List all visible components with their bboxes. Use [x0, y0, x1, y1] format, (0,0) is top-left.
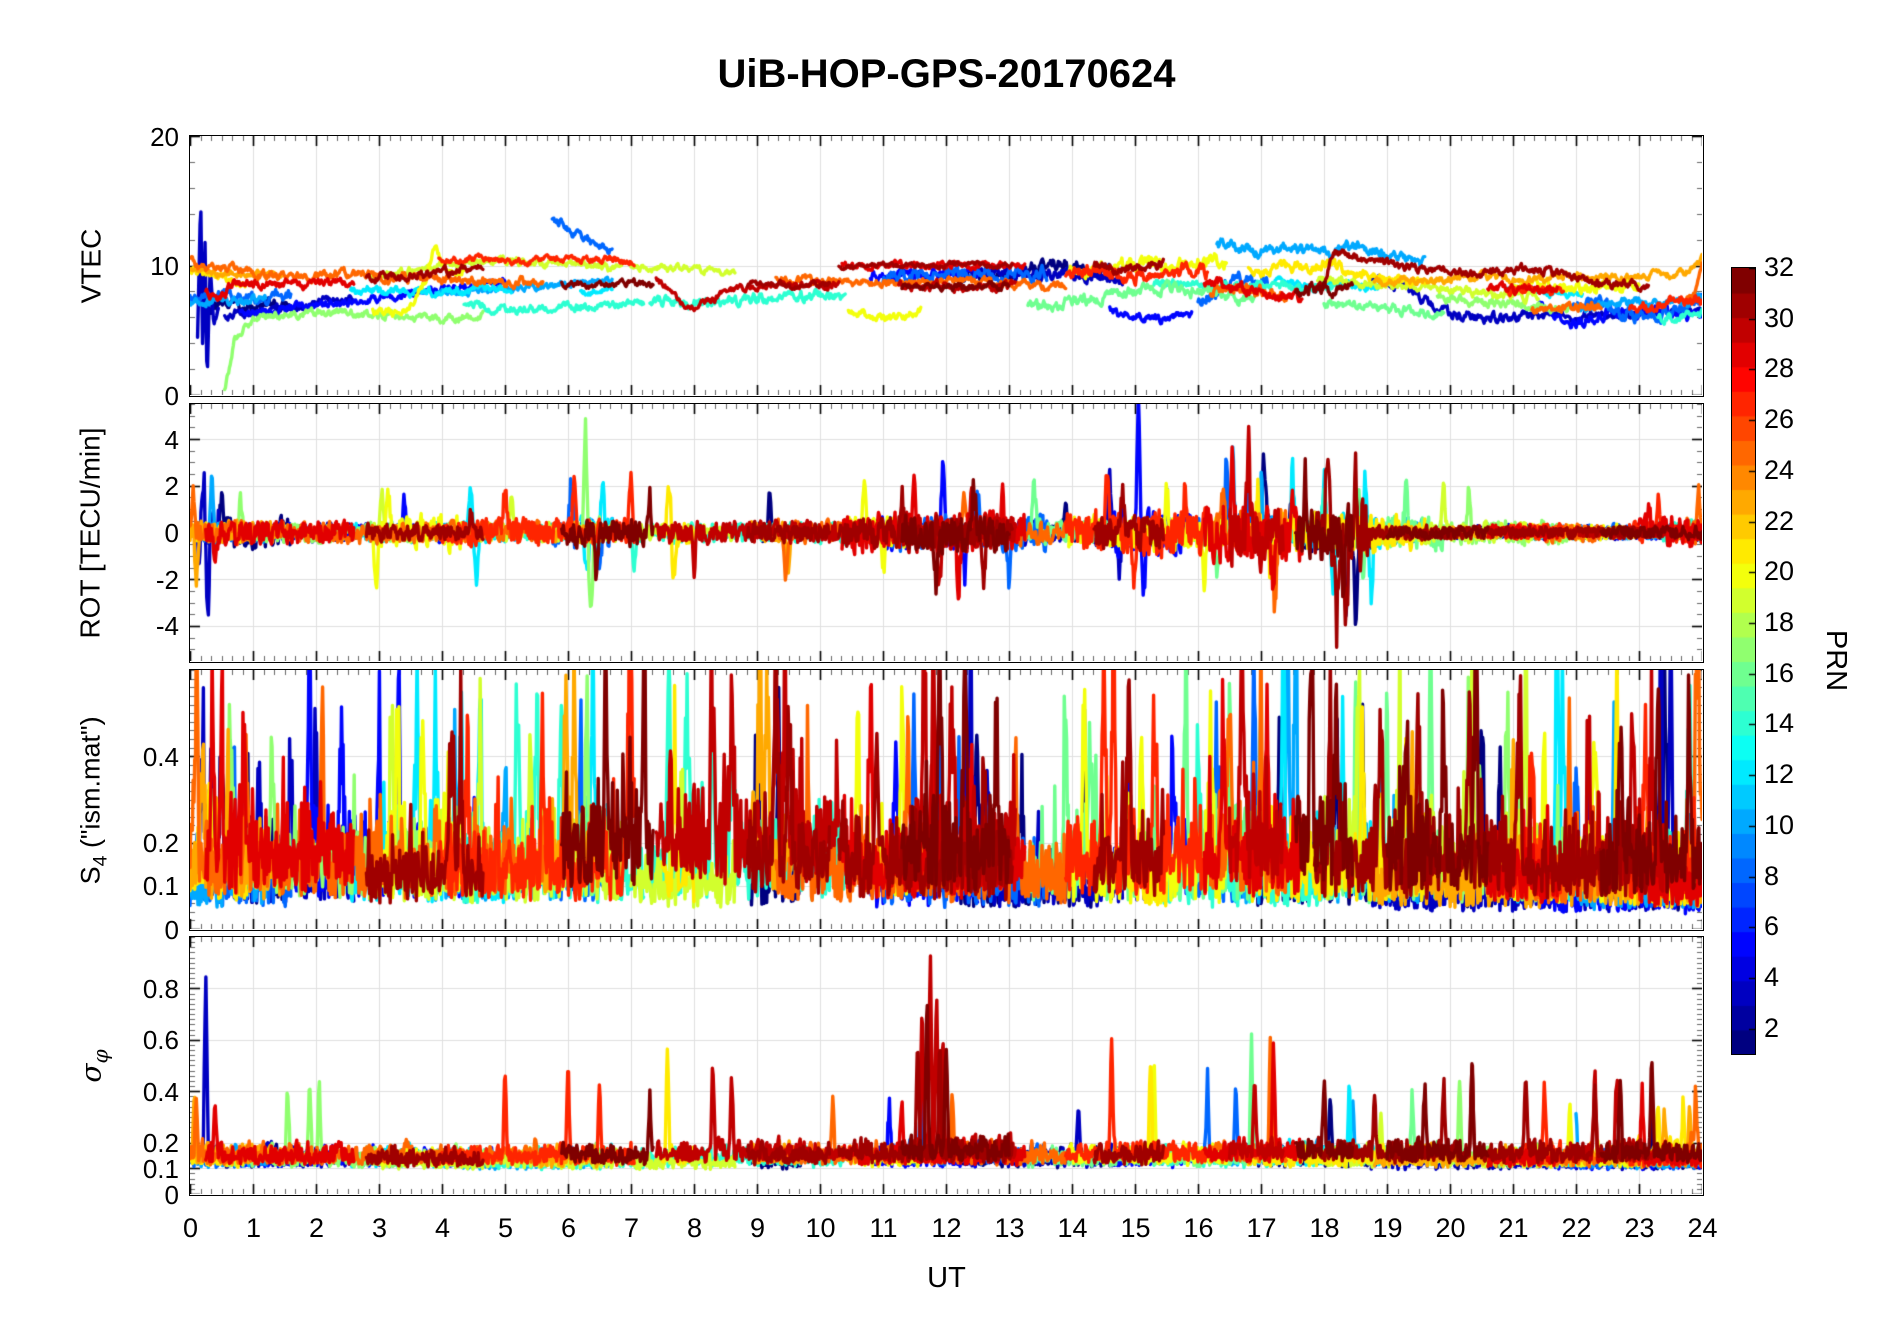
y-tick-label: 10 — [150, 251, 179, 281]
y-tick-label: 2 — [164, 471, 179, 502]
colorbar-tick-label: 16 — [1764, 657, 1795, 688]
x-tick-label: 10 — [805, 1213, 836, 1243]
x-tick-label: 0 — [182, 1213, 199, 1243]
x-tick-label: 16 — [1183, 1213, 1214, 1243]
y-tick-label: 0.1 — [142, 871, 179, 902]
x-tick-label: 4 — [434, 1213, 451, 1243]
y-tick-label: 0.2 — [142, 1128, 179, 1159]
colorbar-tick-label: 2 — [1764, 1012, 1780, 1043]
x-tick-label: 8 — [686, 1213, 703, 1243]
colorbar-tick-label: 4 — [1764, 961, 1780, 992]
x-tick-label: 5 — [497, 1213, 514, 1243]
sigma-phi-chart-canvas — [190, 937, 1702, 1194]
colorbar-tick-label: 24 — [1764, 454, 1795, 485]
y-tick-label: 0.4 — [142, 741, 179, 772]
s4-chart-canvas — [190, 670, 1702, 929]
colorbar — [1731, 267, 1756, 1055]
colorbar-tick-label: 6 — [1764, 911, 1780, 942]
x-tick-label: 21 — [1498, 1213, 1529, 1243]
colorbar-tick-label: 30 — [1764, 302, 1795, 333]
x-tick-label: 23 — [1624, 1213, 1655, 1243]
y-tick-label: 4 — [164, 424, 179, 455]
y-tick-label: 0.1 — [142, 1153, 179, 1184]
y-tick-label: 0 — [164, 1179, 179, 1210]
x-tick-label: 15 — [1120, 1213, 1151, 1243]
x-tick-label: 11 — [869, 1213, 898, 1243]
vtec-chart-canvas — [190, 136, 1702, 395]
colorbar-tick-label: 12 — [1764, 759, 1795, 790]
x-tick-label: 6 — [560, 1213, 577, 1243]
colorbar-canvas — [1732, 268, 1755, 1054]
colorbar-label: PRN — [1820, 629, 1853, 691]
x-tick-label: 22 — [1561, 1213, 1592, 1243]
y-tick-label: 0.8 — [142, 973, 179, 1004]
y-tick-label: 0 — [164, 380, 179, 411]
colorbar-tick-label: 10 — [1764, 809, 1795, 840]
x-tick-label: 14 — [1057, 1213, 1088, 1243]
x-tick-label: 13 — [994, 1213, 1025, 1243]
x-tick-label: 24 — [1687, 1213, 1718, 1243]
x-tick-label: 9 — [749, 1213, 766, 1243]
panel-vtec — [189, 135, 1704, 397]
rot-chart-canvas — [190, 404, 1702, 661]
x-tick-label: 2 — [308, 1213, 325, 1243]
x-axis-label: UT — [927, 1262, 966, 1294]
colorbar-tick-label: 8 — [1764, 860, 1780, 891]
panel-rot — [189, 403, 1704, 663]
colorbar-tick-label: 18 — [1764, 606, 1795, 637]
colorbar-tick-label: 28 — [1764, 353, 1795, 384]
y-tick-label: -4 — [155, 611, 179, 642]
colorbar-tick-label: 26 — [1764, 404, 1795, 435]
y-tick-label: 0.2 — [142, 828, 179, 859]
x-tick-label: 20 — [1435, 1213, 1466, 1243]
y-tick-label: 20 — [150, 121, 179, 152]
x-tick-label: 17 — [1246, 1213, 1277, 1243]
y-tick-label: 0.6 — [142, 1025, 179, 1056]
x-tick-label: 3 — [371, 1213, 388, 1243]
x-tick-label: 7 — [623, 1213, 640, 1243]
y-tick-label: 0 — [164, 518, 179, 548]
colorbar-tick-label: 22 — [1764, 505, 1795, 536]
colorbar-tick-label: 20 — [1764, 556, 1795, 587]
colorbar-tick-label: 14 — [1764, 708, 1795, 739]
x-tick-label: 12 — [931, 1213, 962, 1243]
panel-sigma-phi — [189, 936, 1704, 1196]
x-tick-label: 19 — [1372, 1213, 1403, 1243]
y-tick-label: 0.4 — [142, 1076, 179, 1107]
y-tick-label: 0 — [164, 914, 179, 945]
panel-s4 — [189, 669, 1704, 931]
y-tick-label: -2 — [155, 564, 179, 595]
x-tick-label: 1 — [245, 1213, 262, 1243]
x-tick-label: 18 — [1309, 1213, 1340, 1243]
colorbar-tick-label: 32 — [1764, 252, 1795, 282]
figure-title: UiB-HOP-GPS-20170624 — [717, 52, 1176, 96]
